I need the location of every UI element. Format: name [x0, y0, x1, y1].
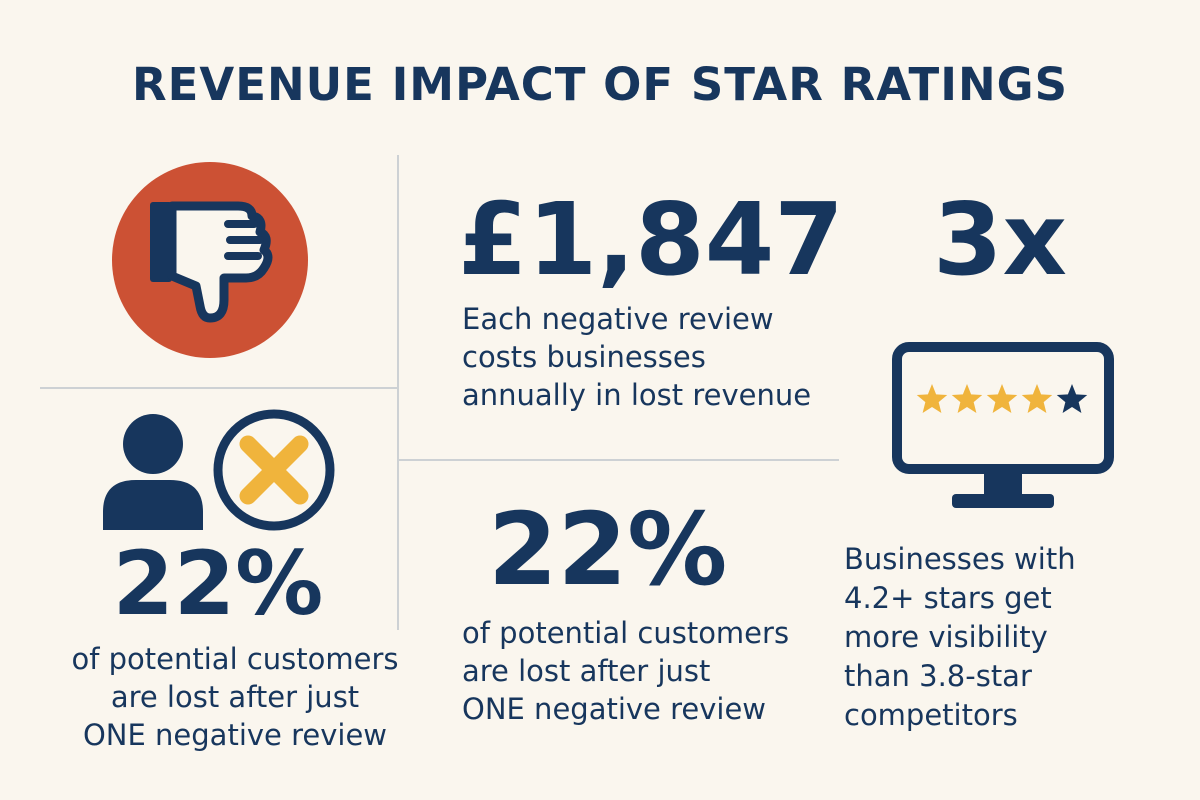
left-stat-line-3: ONE negative review — [82, 718, 388, 752]
star-icon — [1021, 384, 1053, 413]
middle-horizontal-divider — [399, 459, 839, 461]
middle-stat-value: 22% — [488, 491, 728, 608]
visibility-stat-line-2: 4.2+ stars get — [844, 581, 1052, 615]
cost-stat-value: £1,847 — [458, 181, 844, 298]
vertical-divider — [397, 155, 399, 630]
visibility-stat-description: Businesses with 4.2+ stars get more visi… — [844, 540, 1164, 735]
cost-stat-line-3: annually in lost revenue — [462, 378, 812, 412]
middle-stat-line-3: ONE negative review — [462, 692, 767, 726]
star-icon — [986, 384, 1018, 413]
star-icon — [916, 384, 948, 413]
visibility-stat-value: 3x — [932, 181, 1068, 298]
middle-stat-line-2: are lost after just — [462, 654, 711, 688]
page-title: REVENUE IMPACT OF STAR RATINGS — [132, 58, 1068, 111]
visibility-stat-line-1: Businesses with — [844, 542, 1076, 576]
person-icon — [98, 412, 208, 532]
left-stat-description: of potential customers are lost after ju… — [50, 640, 420, 754]
cost-stat-line-1: Each negative review — [462, 302, 774, 336]
x-circle-icon — [212, 408, 336, 532]
star-icon — [951, 384, 983, 413]
star-rating — [916, 384, 1088, 413]
left-stat-line-1: of potential customers — [71, 642, 399, 676]
cost-stat-line-2: costs businesses — [462, 340, 706, 374]
thumbs-down-icon — [110, 160, 310, 360]
middle-stat-line-1: of potential customers — [462, 616, 790, 650]
visibility-stat-line-4: than 3.8-star — [844, 659, 1032, 693]
left-horizontal-divider — [40, 387, 397, 389]
cost-stat-description: Each negative review costs businesses an… — [462, 300, 862, 414]
visibility-stat-line-3: more visibility — [844, 620, 1048, 654]
visibility-stat-line-5: competitors — [844, 698, 1018, 732]
middle-stat-description: of potential customers are lost after ju… — [462, 614, 842, 728]
star-icon — [1056, 384, 1088, 413]
monitor-icon — [892, 342, 1114, 512]
left-stat-value: 22% — [112, 532, 324, 635]
left-stat-line-2: are lost after just — [110, 680, 360, 714]
